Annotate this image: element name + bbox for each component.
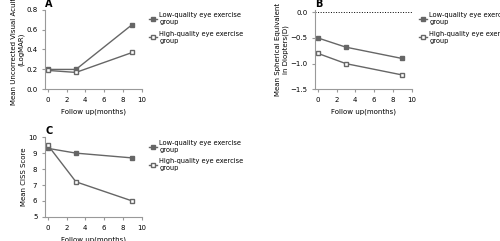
Legend: Low-quality eye exercise
group, High-quality eye exercise
group: Low-quality eye exercise group, High-qua… [416, 10, 500, 46]
X-axis label: Follow up(months): Follow up(months) [331, 108, 396, 115]
Text: A: A [45, 0, 52, 9]
Legend: Low-quality eye exercise
group, High-quality eye exercise
group: Low-quality eye exercise group, High-qua… [146, 10, 246, 46]
Text: C: C [45, 127, 52, 136]
Legend: Low-quality eye exercise
group, High-quality eye exercise
group: Low-quality eye exercise group, High-qua… [146, 137, 246, 174]
X-axis label: Follow up(months): Follow up(months) [61, 108, 126, 115]
Text: B: B [315, 0, 322, 9]
Y-axis label: Mean Uncorrected Visual Acuity
(LogMAR): Mean Uncorrected Visual Acuity (LogMAR) [11, 0, 24, 105]
Y-axis label: Mean Spherical Equivalent
in Diopters(D): Mean Spherical Equivalent in Diopters(D) [276, 3, 289, 96]
Y-axis label: Mean CISS Score: Mean CISS Score [21, 148, 27, 206]
X-axis label: Follow up(months): Follow up(months) [61, 236, 126, 241]
